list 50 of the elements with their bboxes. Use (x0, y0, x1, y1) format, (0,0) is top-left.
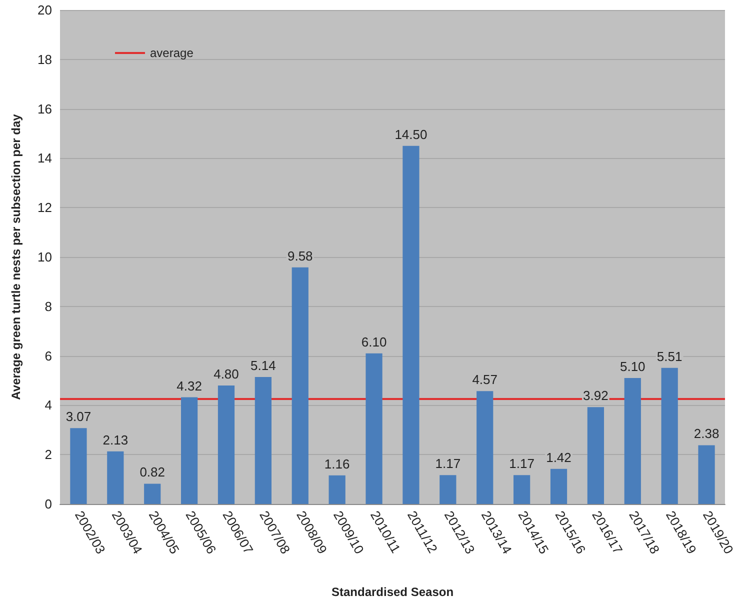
data-label: 1.16 (324, 456, 350, 472)
y-tick-label: 12 (38, 200, 52, 216)
y-tick-label: 18 (38, 52, 52, 67)
y-tick-label: 0 (44, 496, 52, 512)
y-tick-label: 16 (38, 101, 52, 116)
bar (292, 267, 308, 504)
y-tick-label: 4 (44, 398, 52, 413)
bar (624, 378, 641, 504)
bar (328, 475, 346, 504)
data-label: 5.51 (656, 348, 682, 364)
bar (70, 428, 87, 504)
data-label: 3.07 (66, 409, 92, 424)
data-label: 6.10 (361, 334, 387, 350)
data-label: 2.38 (694, 426, 720, 442)
y-axis-title: Average green turtle nests per subsection per day (9, 114, 23, 400)
data-label: 1.17 (435, 456, 461, 472)
bar (587, 407, 604, 504)
bar (698, 445, 715, 504)
y-tick-label: 10 (38, 250, 52, 264)
bar (476, 391, 494, 504)
data-label: 14.50 (394, 126, 428, 142)
data-label: 4.32 (176, 378, 202, 394)
y-tick-label: 6 (44, 348, 52, 364)
bar (661, 368, 678, 504)
y-tick-label: 14 (38, 150, 52, 166)
data-label: 4.57 (472, 372, 498, 388)
bar (366, 353, 382, 504)
data-label: 9.58 (287, 248, 313, 264)
bar (180, 397, 198, 504)
bar (144, 484, 161, 504)
data-label: 5.10 (620, 359, 646, 374)
data-label: 5.14 (250, 358, 276, 374)
bar (402, 146, 420, 504)
y-tick-label: 2 (44, 447, 52, 462)
bar (440, 475, 456, 504)
bar (218, 385, 235, 504)
data-label: 1.17 (509, 456, 534, 472)
legend-label: average (150, 46, 194, 60)
bar (107, 451, 124, 504)
x-axis-title: Standardised Season (331, 585, 454, 599)
bar (254, 377, 272, 504)
data-label: 4.80 (214, 366, 239, 382)
data-label: 0.82 (140, 464, 166, 480)
y-tick-label: 8 (44, 298, 52, 314)
data-label: 1.42 (546, 450, 572, 465)
y-tick-label: 20 (38, 2, 52, 18)
bar (550, 468, 568, 504)
bar (513, 475, 530, 504)
data-label: 3.92 (583, 388, 608, 404)
data-label: 2.13 (102, 432, 128, 448)
